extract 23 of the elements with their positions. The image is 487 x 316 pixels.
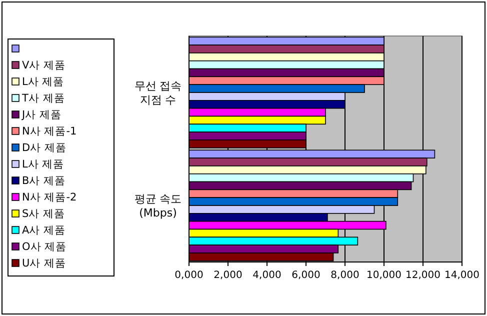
x-tick-label: 4,000 <box>252 270 282 281</box>
y-tick-label: 무선 접속 지점 수 <box>134 80 182 106</box>
legend-label: D사 제품 <box>22 142 66 154</box>
x-tick-label: 14,000 <box>444 270 480 281</box>
legend-label: N사 제품-2 <box>22 192 77 204</box>
x-tick-label: 12,000 <box>406 270 440 281</box>
legend-label: V사 제품 <box>22 60 66 72</box>
legend-label: J사 제품 <box>21 109 62 121</box>
x-tick-label: 10,000 <box>366 270 402 281</box>
legend-label: O사 제품 <box>22 241 67 253</box>
legend-label: L사 제품 <box>22 158 64 170</box>
legend-label: T사 제품 <box>21 92 65 104</box>
legend-label: B사 제품 <box>22 175 66 187</box>
legend-label: L사 제품 <box>22 76 64 88</box>
legend-label: U사 제품 <box>22 258 66 270</box>
legend-label: A사 제품 <box>22 224 66 236</box>
legend-label: N사 제품-1 <box>22 126 77 138</box>
x-tick-label: 8,000 <box>330 270 360 281</box>
x-tick-label: 6,000 <box>292 270 320 281</box>
legend-label: S사 제품 <box>22 208 66 220</box>
x-tick-label: 2,000 <box>214 270 242 281</box>
x-tick-label: 0,000 <box>174 270 204 281</box>
y-tick-label: 평균 속도 (Mbps) <box>134 192 182 220</box>
